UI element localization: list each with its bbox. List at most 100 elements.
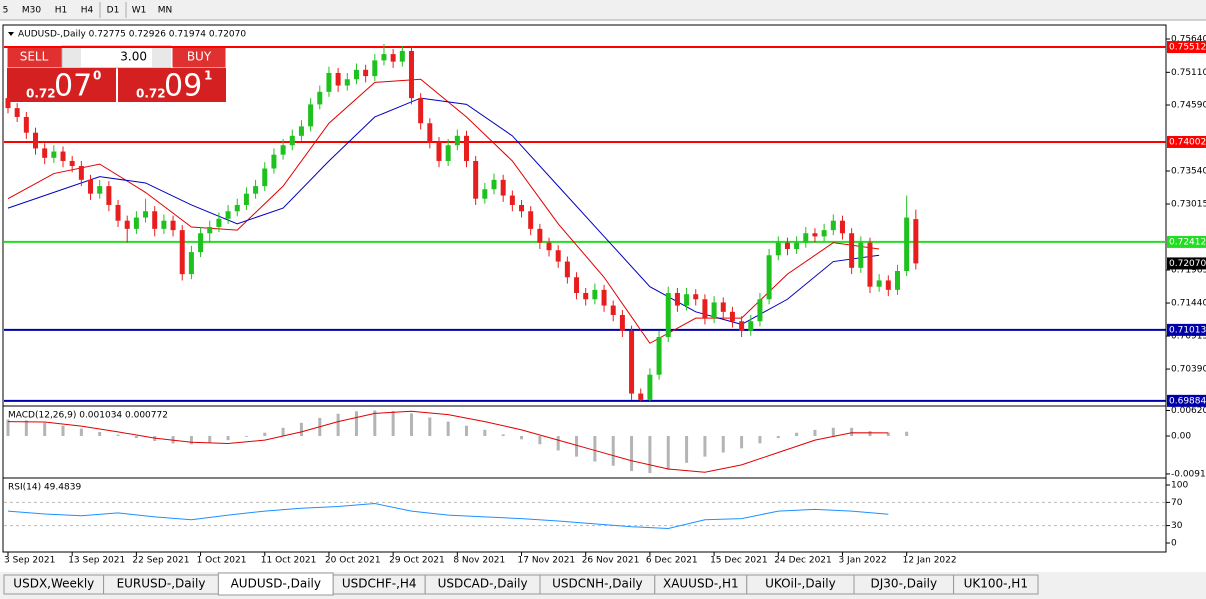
chart-tab-label: XAUUSD-,H1: [663, 577, 739, 591]
candle-body: [592, 289, 598, 300]
candle-body: [124, 220, 130, 229]
macd-bar: [611, 436, 615, 466]
candle-body: [69, 160, 75, 166]
x-tick-label: 24 Dec 2021: [774, 556, 832, 566]
y-tick-label: 0.70915: [1171, 332, 1206, 342]
candle-body: [867, 242, 873, 287]
chart-frame: [2, 24, 1167, 553]
candle-body: [161, 220, 167, 229]
y-tick-label: 0.75640: [1171, 35, 1206, 45]
macd-bar: [189, 436, 193, 445]
macd-bar: [43, 422, 47, 437]
lot-down[interactable]: [63, 47, 81, 67]
x-tick-label: 12 Jan 2022: [903, 556, 957, 566]
candle-body: [812, 233, 818, 237]
candle-body: [399, 50, 405, 62]
macd-bar: [721, 436, 725, 453]
macd-bar: [244, 436, 248, 437]
candle-body: [363, 69, 369, 77]
macd-bar: [79, 428, 83, 437]
x-tick-label: 13 Sep 2021: [68, 556, 125, 566]
level-label-box: [1167, 135, 1206, 148]
lot-value: 3.00: [120, 50, 147, 64]
timeframe-button[interactable]: H4: [81, 6, 94, 16]
candle-body: [729, 311, 735, 322]
macd-bar: [556, 436, 560, 451]
timeframe-button[interactable]: M30: [22, 6, 41, 16]
rsi-tick-label: 30: [1171, 521, 1183, 531]
candle-body: [308, 104, 314, 127]
macd-label: MACD(12,26,9) 0.001034 0.000772: [8, 411, 168, 421]
macd-bar: [868, 431, 872, 437]
candle-body: [326, 72, 332, 92]
candle-body: [51, 151, 57, 158]
candle-body: [390, 54, 396, 62]
timeframe-button[interactable]: W1: [132, 6, 147, 16]
candle-body: [693, 294, 699, 300]
candle-body: [23, 116, 29, 133]
sell-price-sup: 0: [93, 69, 101, 83]
x-tick-label: 26 Nov 2021: [582, 556, 640, 566]
candle-body: [665, 292, 671, 337]
timeframe-button[interactable]: H1: [55, 6, 68, 16]
candle-body: [784, 242, 790, 249]
x-tick-label: 17 Nov 2021: [518, 556, 576, 566]
level-label: 0.69884: [1169, 396, 1206, 406]
candle-body: [344, 79, 350, 86]
macd-bar: [299, 422, 303, 437]
candle-body: [537, 228, 543, 243]
candle-body: [491, 179, 497, 190]
candle-body: [427, 123, 433, 143]
candle-body: [711, 302, 717, 319]
timeframe-button[interactable]: MN: [158, 6, 173, 16]
candle-body: [913, 219, 919, 264]
macd-signal: [7, 410, 889, 473]
macd-bar: [226, 436, 230, 441]
macd-tick-label: 0.00: [1171, 432, 1191, 442]
timeframe-button[interactable]: D1: [107, 6, 120, 16]
candle-body: [500, 179, 506, 196]
candle-body: [821, 230, 827, 237]
x-tick-label: 22 Sep 2021: [132, 556, 189, 566]
rsi-label: RSI(14) 49.4839: [8, 483, 81, 493]
lot-up[interactable]: [152, 47, 171, 67]
candle-body: [748, 321, 754, 331]
candle-body: [574, 277, 580, 293]
candle-body: [42, 148, 48, 158]
candle-body: [207, 226, 213, 234]
level-label-box: [1167, 41, 1206, 54]
candle-body: [188, 252, 194, 275]
level-label: 0.72412: [1169, 237, 1206, 247]
macd-bar: [831, 427, 835, 437]
macd-bar: [134, 436, 138, 439]
timeframe-button[interactable]: 5: [3, 6, 9, 16]
candle-body: [720, 302, 726, 312]
x-tick-label: 29 Oct 2021: [389, 556, 445, 566]
buy-price-box[interactable]: [118, 68, 226, 102]
macd-bar: [538, 436, 542, 445]
candle-body: [335, 72, 341, 86]
chart-tab-label: USDCHF-,H4: [342, 577, 417, 591]
candle-body: [794, 242, 800, 249]
candle-body: [454, 135, 460, 146]
x-tick-label: 20 Oct 2021: [325, 556, 381, 566]
candle-body: [133, 217, 139, 229]
toolbar: [0, 0, 1206, 20]
candle-body: [418, 98, 424, 124]
macd-bar: [409, 413, 413, 437]
chart-tab[interactable]: [953, 574, 1039, 595]
macd-bar: [428, 417, 432, 437]
sell-price-box[interactable]: [7, 68, 116, 102]
macd-bar: [813, 429, 817, 437]
macd-bar: [795, 432, 799, 437]
macd-tick-label: 0.006201: [1171, 406, 1206, 416]
candle-body: [564, 261, 570, 278]
macd-bar: [575, 436, 579, 457]
chart-tab-label: UK100-,H1: [964, 577, 1028, 591]
macd-bar: [336, 413, 340, 437]
candle-body: [115, 204, 121, 221]
macd-bar: [685, 436, 689, 463]
candle-body: [684, 294, 690, 306]
